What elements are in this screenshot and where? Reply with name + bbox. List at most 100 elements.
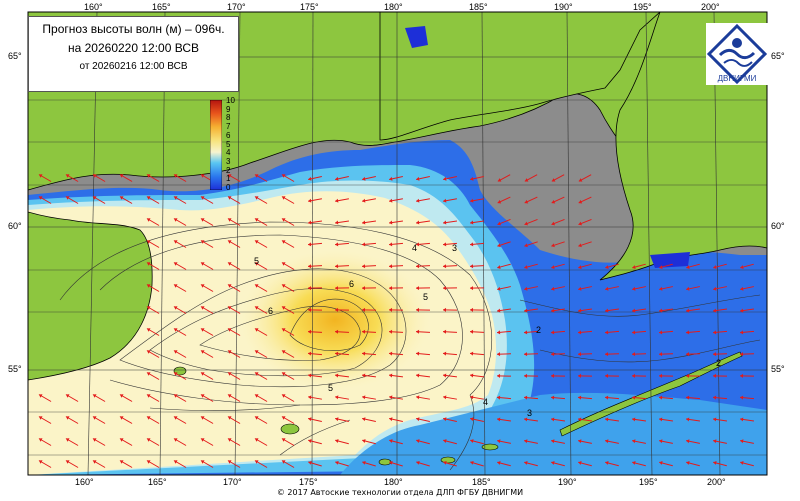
wave-arrow-icon: [335, 417, 349, 422]
wave-arrow-icon: [659, 308, 673, 313]
contour-label: 4: [483, 397, 489, 407]
wave-arrow-icon: [361, 307, 377, 312]
wave-arrow-icon: [146, 174, 160, 182]
base-time: от 20260216 12:00 ВСВ: [79, 61, 188, 72]
wave-arrow-icon: [470, 460, 484, 467]
wave-arrow-icon: [524, 241, 538, 248]
wave-arrow-icon: [254, 284, 268, 292]
wave-arrow-icon: [119, 460, 133, 468]
footer-credit: © 2017 Автоские технологии отдела ДЛП ФГ…: [276, 488, 524, 497]
wave-arrow-icon: [443, 176, 457, 181]
contour-label: 5: [328, 383, 334, 393]
wave-arrow-icon: [604, 395, 620, 400]
wave-arrow-icon: [335, 460, 349, 467]
wave-arrow-icon: [173, 350, 187, 358]
wave-arrow-icon: [389, 395, 403, 400]
wave-arrow-icon: [604, 330, 620, 335]
wave-arrow-icon: [92, 416, 106, 424]
wave-arrow-icon: [469, 264, 485, 269]
wave-arrow-icon: [551, 263, 565, 269]
wave-arrow-icon: [605, 263, 619, 269]
colorbar-tick-label: 7: [226, 122, 231, 132]
colorbar-tick-label: 10: [226, 96, 235, 105]
wave-arrow-icon: [523, 352, 539, 357]
wave-arrow-icon: [65, 174, 79, 182]
wave-arrow-icon: [497, 174, 511, 182]
wave-arrow-icon: [334, 220, 350, 225]
wave-arrow-icon: [65, 438, 79, 446]
wave-arrow-icon: [632, 263, 646, 269]
lon-label: 160°: [75, 477, 94, 487]
wave-arrow-icon: [65, 416, 79, 424]
wave-arrow-icon: [307, 307, 323, 312]
wave-arrow-icon: [200, 416, 214, 424]
wave-arrow-icon: [227, 328, 241, 336]
wave-arrow-icon: [200, 240, 214, 248]
wave-arrow-icon: [388, 220, 404, 225]
wave-arrow-icon: [497, 196, 511, 204]
wave-arrow-icon: [496, 352, 512, 357]
wave-arrow-icon: [173, 438, 187, 446]
wave-arrow-icon: [308, 439, 322, 445]
wave-arrow-icon: [362, 460, 376, 467]
wave-arrow-icon: [415, 264, 431, 269]
wave-arrow-icon: [739, 417, 755, 422]
wave-arrow-icon: [92, 196, 106, 204]
island-2: [481, 443, 499, 451]
wave-arrow-icon: [281, 350, 295, 358]
wave-arrow-icon: [604, 352, 620, 357]
wave-arrow-icon: [740, 286, 754, 291]
max-wave-area: [240, 250, 430, 390]
lon-label: 200°: [701, 2, 720, 12]
wave-arrow-icon: [658, 330, 674, 335]
wave-arrow-icon: [38, 174, 52, 182]
wave-arrow-icon: [254, 240, 268, 248]
wave-arrow-icon: [469, 286, 485, 291]
lon-label: 195°: [633, 2, 652, 12]
wave-arrow-icon: [119, 196, 133, 204]
wave-arrow-icon: [173, 306, 187, 314]
wave-arrow-icon: [388, 242, 404, 247]
wave-arrow-icon: [551, 196, 565, 204]
wave-arrow-icon: [335, 198, 349, 203]
wave-arrow-icon: [173, 460, 187, 468]
wave-arrow-icon: [712, 352, 728, 357]
wave-arrow-icon: [146, 460, 160, 468]
wave-arrow-icon: [254, 460, 268, 468]
wave-arrow-icon: [442, 373, 458, 378]
wave-arrow-icon: [362, 395, 376, 400]
colorbar-tick-label: 8: [226, 113, 231, 123]
wave-arrow-icon: [550, 373, 566, 378]
wave-arrow-icon: [739, 373, 755, 378]
wave-arrow-icon: [307, 286, 323, 291]
wave-arrow-icon: [173, 372, 187, 380]
wave-arrow-icon: [605, 308, 619, 313]
bay-blue: [405, 26, 428, 48]
lat-label: 60°: [8, 221, 22, 231]
wave-arrow-icon: [686, 286, 700, 291]
wave-arrow-icon: [146, 350, 160, 358]
wave-arrow-icon: [38, 438, 52, 446]
wave-arrow-icon: [227, 394, 241, 402]
wave-arrow-icon: [200, 218, 214, 226]
wave-arrow-icon: [92, 438, 106, 446]
wave-arrow-icon: [92, 174, 106, 182]
wave-arrow-icon: [469, 242, 485, 247]
colorbar-tick-label: 0: [226, 183, 231, 192]
bay-blue-2: [650, 252, 690, 268]
title-box: Прогноз высоты волн (м) – 096ч. на 20260…: [28, 16, 239, 92]
wave-arrow-icon: [388, 329, 404, 334]
wave-arrow-icon: [227, 196, 241, 204]
wave-arrow-icon: [470, 176, 484, 181]
wave-arrow-icon: [389, 417, 403, 422]
wave-arrow-icon: [497, 286, 511, 291]
wave-arrow-icon: [146, 262, 160, 270]
wave-arrow-icon: [415, 351, 431, 356]
wave-arrow-icon: [362, 417, 376, 422]
wave-arrow-icon: [415, 286, 431, 291]
wave-arrow-icon: [578, 263, 592, 269]
lon-label: 170°: [223, 477, 242, 487]
wave-arrow-icon: [551, 286, 565, 291]
wave-arrow-icon: [442, 264, 458, 269]
wave-arrow-icon: [361, 264, 377, 269]
